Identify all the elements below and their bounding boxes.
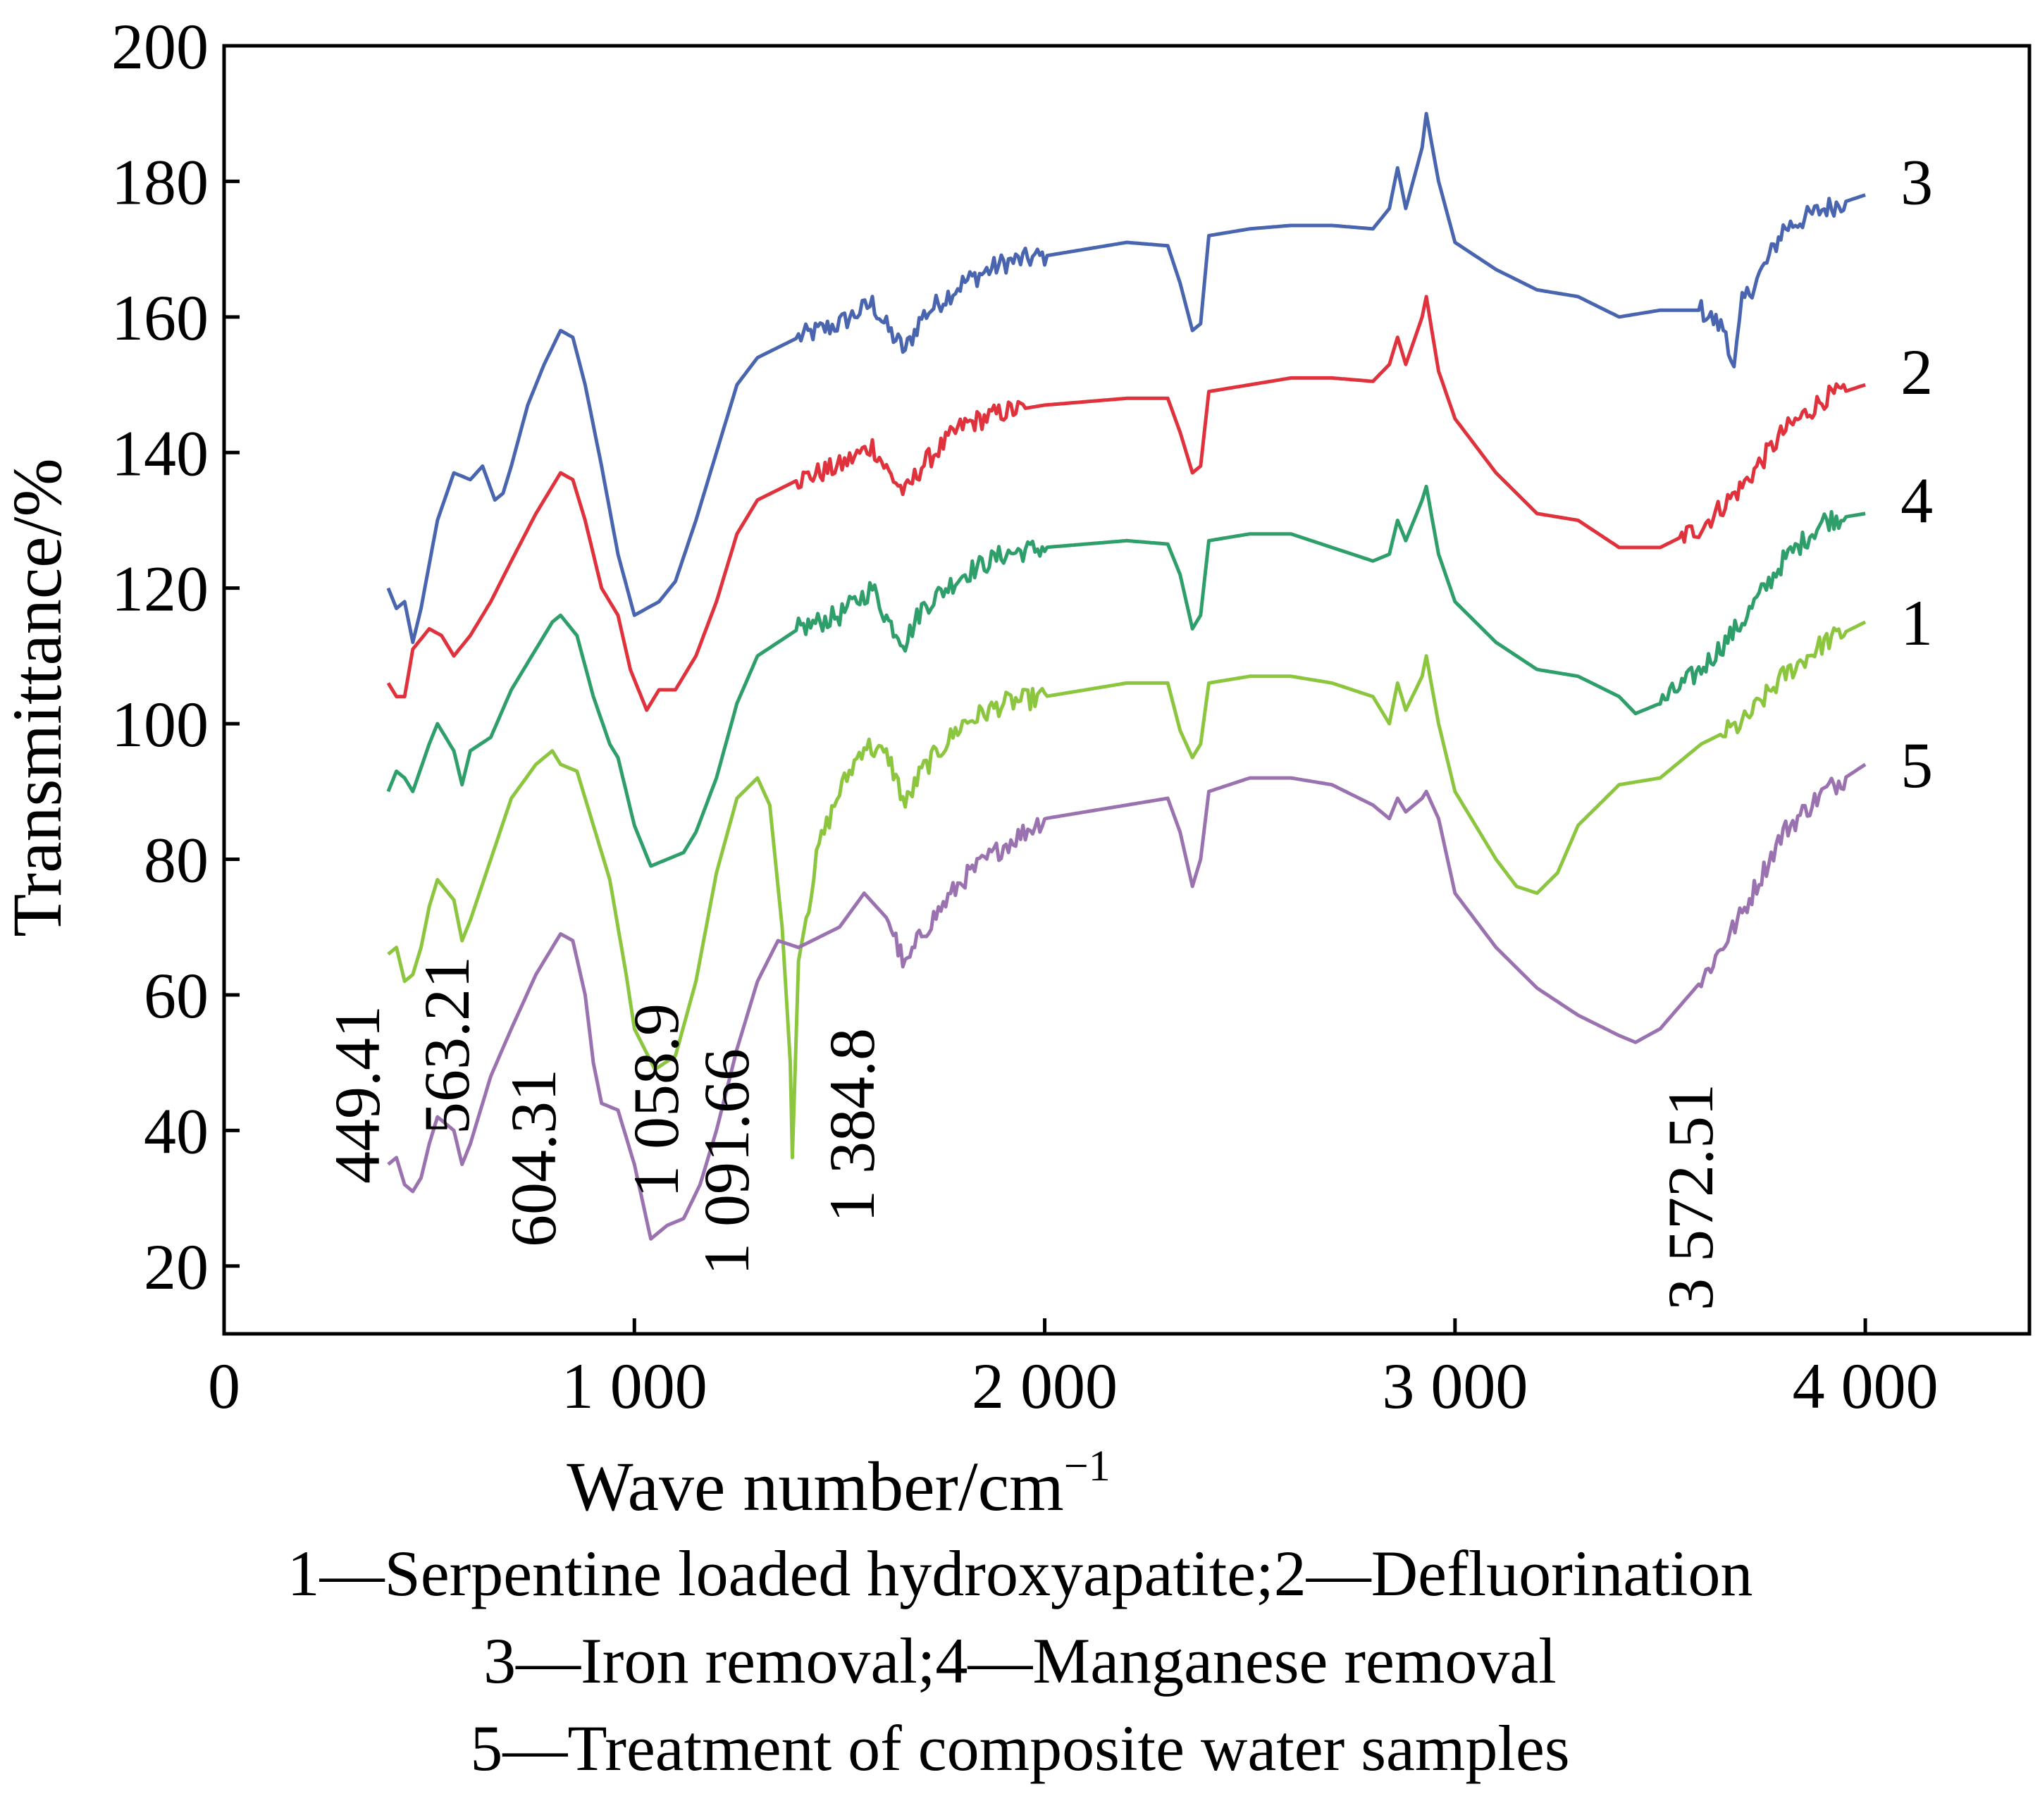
series-tag-2: 2 [1900, 336, 1933, 408]
y-axis-title: Transmittance/% [0, 458, 76, 937]
peak-label: 563.21 [411, 956, 483, 1134]
series-tag-1: 1 [1900, 587, 1933, 659]
x-axis-title-superscript: −1 [1064, 1442, 1111, 1490]
y-tick-label: 60 [144, 960, 209, 1032]
x-tick-label: 3 000 [1382, 1350, 1528, 1422]
y-tick-label: 180 [111, 146, 209, 218]
peak-label: 604.31 [497, 1069, 569, 1247]
peak-label: 1 058.9 [620, 1003, 692, 1198]
peak-label: 3 572.51 [1655, 1084, 1726, 1311]
y-tick-label: 100 [111, 688, 209, 760]
y-tick-label: 80 [144, 824, 209, 896]
series-tag-4: 4 [1900, 465, 1933, 537]
series-tags: 3 2 4 1 5 [1900, 146, 1933, 800]
plot-series [386, 111, 1867, 1241]
series-line-2 [386, 295, 1866, 712]
x-tick-label: 0 [208, 1350, 240, 1422]
y-tick-label: 200 [111, 11, 209, 82]
series-line-4 [386, 484, 1866, 868]
caption-line-2: 3—Iron removal;4—Manganese removal [483, 1625, 1557, 1697]
series-line-5 [387, 762, 1867, 1241]
caption-line-1: 1—Serpentine loaded hydroxyapatite;2—Def… [287, 1537, 1753, 1609]
y-tick-label: 40 [144, 1095, 209, 1167]
x-tick-label: 1 000 [562, 1350, 707, 1422]
series-line-3 [386, 111, 1866, 645]
peak-label: 449.41 [321, 1005, 393, 1184]
series-tag-5: 5 [1900, 729, 1933, 801]
y-tick-label: 20 [144, 1231, 209, 1303]
x-axis-title-text: Wave number/cm [567, 1447, 1064, 1525]
caption-line-3: 5—Treatment of composite water samples [470, 1712, 1570, 1784]
y-axis: 20 40 60 80 100 120 140 160 180 200 [111, 11, 240, 1303]
y-tick-label: 160 [111, 282, 209, 354]
series-tag-3: 3 [1900, 146, 1933, 218]
series-line-1 [387, 620, 1867, 1160]
y-tick-label: 140 [111, 417, 209, 489]
peak-label: 1 384.8 [816, 1028, 888, 1222]
x-tick-label: 2 000 [972, 1350, 1118, 1422]
x-axis: 0 1 000 2 000 3 000 4 000 [208, 1318, 1939, 1422]
plot-frame [222, 44, 2032, 1336]
y-tick-label: 120 [111, 553, 209, 625]
peak-label: 1 091.66 [691, 1048, 762, 1275]
x-axis-title: Wave number/cm−1 [567, 1442, 1111, 1525]
x-tick-label: 4 000 [1793, 1350, 1939, 1422]
